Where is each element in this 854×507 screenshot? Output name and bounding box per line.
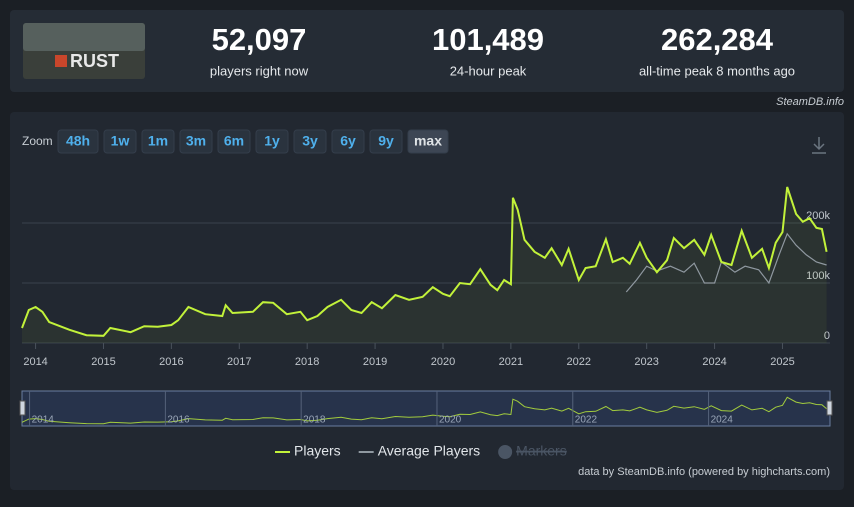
zoom-button-label[interactable]: max	[414, 133, 442, 149]
stat-value: 52,097	[212, 22, 307, 57]
x-tick-label: 2014	[23, 356, 47, 368]
area	[22, 187, 827, 343]
navigator-line	[21, 396, 827, 425]
y-tick-label: 0	[824, 330, 830, 342]
zoom-button[interactable]	[369, 129, 403, 154]
x-tick-label: 2024	[702, 356, 726, 368]
y-tick-label: 100k	[806, 270, 830, 282]
zoom-button-label[interactable]: 3m	[186, 133, 206, 149]
logo-text: RUST	[70, 51, 119, 71]
x-tick-label: 2023	[634, 356, 658, 368]
navigator-label: 2022	[575, 415, 598, 426]
zoom-button-label[interactable]: 6y	[340, 133, 356, 149]
navigator-label: 2018	[303, 415, 326, 426]
y-tick-label: 200k	[806, 210, 830, 222]
legend-label[interactable]: Markers	[516, 443, 567, 459]
stat-label: 24-hour peak	[450, 63, 527, 78]
zoom-button[interactable]	[103, 129, 137, 154]
legend-label[interactable]: Players	[294, 443, 341, 459]
zoom-button-label[interactable]: 1y	[264, 133, 280, 149]
zoom-button-label[interactable]: 9y	[378, 133, 394, 149]
navigator-handle[interactable]	[826, 400, 833, 416]
zoom-button-label[interactable]: 6m	[224, 133, 244, 149]
navigator-handle[interactable]	[19, 400, 26, 416]
stat-value: 262,284	[661, 22, 774, 57]
zoom-button[interactable]	[217, 129, 251, 154]
x-tick-label: 2018	[295, 356, 319, 368]
navigator-label: 2014	[32, 415, 55, 426]
x-tick-label: 2020	[431, 356, 455, 368]
x-tick-label: 2017	[227, 356, 251, 368]
zoom-button[interactable]	[57, 129, 99, 154]
x-tick-label: 2019	[363, 356, 387, 368]
x-tick-label: 2015	[91, 356, 115, 368]
zoom-button[interactable]	[141, 129, 175, 154]
legend-symbol	[498, 445, 513, 459]
stat-value: 101,489	[432, 22, 544, 57]
x-tick-label: 2022	[567, 356, 591, 368]
logo-mark	[55, 55, 67, 67]
zoom-label: Zoom	[22, 134, 53, 148]
stat-label: all-time peak 8 months ago	[639, 63, 795, 78]
logo-sky	[23, 23, 145, 51]
navigator-mask	[22, 391, 830, 426]
zoom-button[interactable]	[331, 129, 365, 154]
x-tick-label: 2025	[770, 356, 794, 368]
zoom-button-label[interactable]: 1m	[148, 133, 168, 149]
navigator-label: 2020	[439, 415, 462, 426]
source[interactable]: SteamDB.info	[776, 96, 844, 108]
credits[interactable]: data by SteamDB.info (powered by highcha…	[578, 466, 830, 478]
stat-label: players right now	[210, 63, 309, 78]
zoom-button-label[interactable]: 48h	[66, 133, 90, 149]
stats-panel	[10, 10, 844, 92]
x-tick-label: 2021	[499, 356, 523, 368]
zoom-button[interactable]	[407, 129, 449, 154]
series-line	[21, 186, 828, 337]
zoom-button[interactable]	[293, 129, 327, 154]
download-icon[interactable]	[812, 137, 826, 154]
zoom-button[interactable]	[255, 129, 289, 154]
zoom-button[interactable]	[179, 129, 213, 154]
zoom-button-label[interactable]: 1w	[111, 133, 130, 149]
zoom-button-label[interactable]: 3y	[302, 133, 318, 149]
x-tick-label: 2016	[159, 356, 183, 368]
legend-label[interactable]: Average Players	[378, 443, 480, 459]
navigator-label: 2016	[167, 415, 190, 426]
navigator-label: 2024	[711, 415, 734, 426]
